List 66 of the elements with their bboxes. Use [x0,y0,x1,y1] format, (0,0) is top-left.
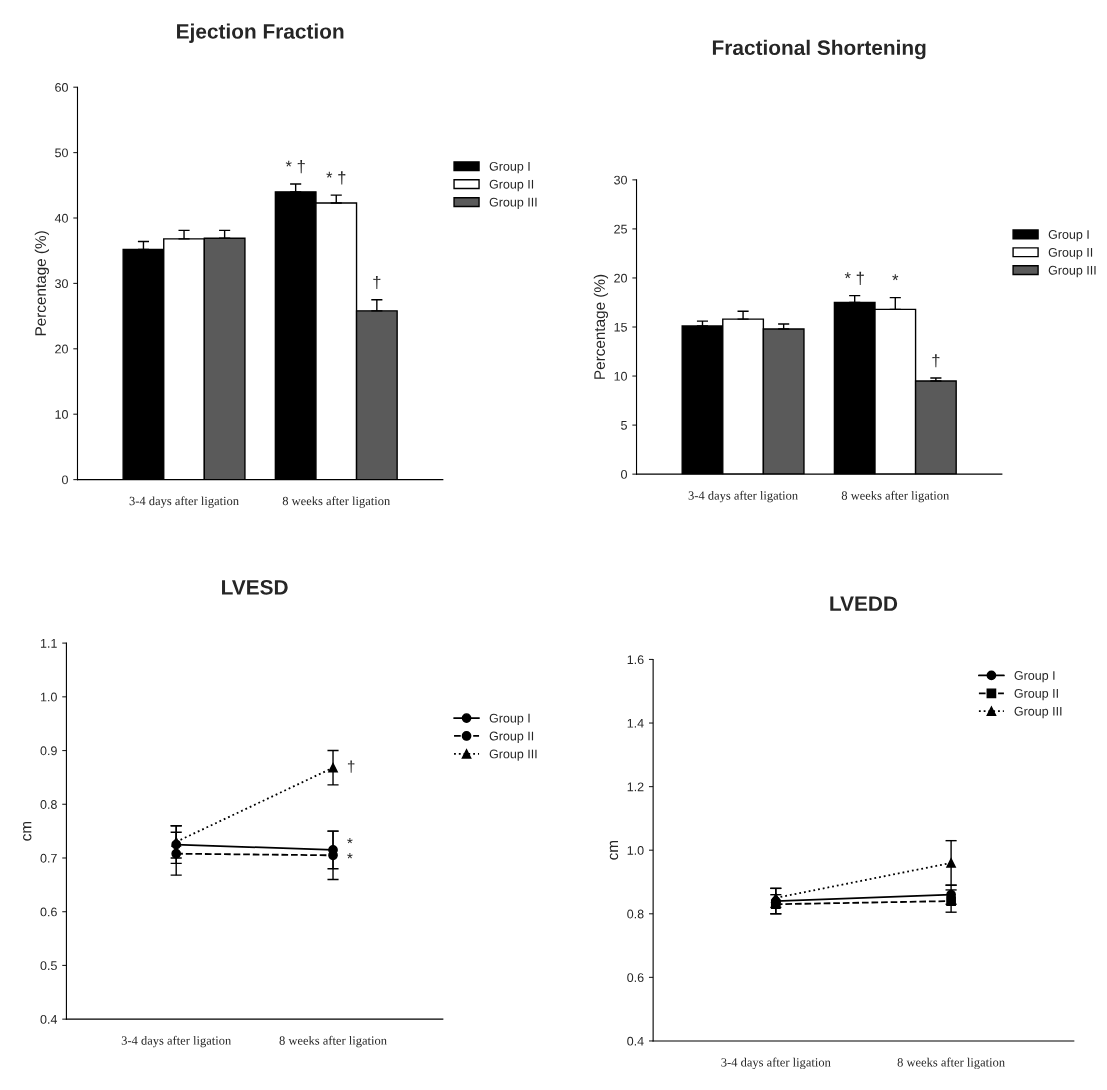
legend-label: Group I [489,713,530,726]
x-tick-label: 8 weeks after ligation [282,496,391,508]
y-tick-label: 0.8 [627,909,644,919]
y-tick-label: 0.9 [40,746,57,756]
legend-label: Group II [489,179,534,192]
y-axis-title: Percentage (%) [593,274,609,379]
y-tick-label: 20 [55,344,68,354]
y-tick-label: 0.6 [40,907,57,917]
y-tick-label: 1.0 [627,846,644,855]
legend-label: Group II [1014,688,1058,701]
annotation: † [932,354,940,368]
legend-label: Group III [489,197,537,210]
y-tick-label: 25 [614,224,627,234]
y-axis-title: cm [23,821,32,841]
y-tick-label: 0.4 [40,1014,58,1024]
y-tick-label: 1.4 [627,718,644,728]
legend-label: Group III [489,749,537,761]
legend-label: Group I [1014,671,1055,683]
y-tick-label: 0.5 [40,961,57,971]
x-tick-label: 8 weeks after ligation [897,1057,1005,1070]
y-tick-label: 15 [614,322,627,332]
y-tick-label: 0.4 [627,1036,644,1046]
x-tick-label: 3-4 days after ligation [121,1035,232,1048]
x-tick-label: 3-4 days after ligation [688,490,798,503]
y-axis-title: Percentage (%) [34,231,49,336]
y-tick-label: 0.8 [40,800,57,809]
annotation: * [347,838,353,844]
legend-label: Group III [1014,706,1062,719]
x-tick-label: 8 weeks after ligation [841,490,950,503]
legend-label: Group I [489,161,530,174]
y-tick-label: 0.6 [627,973,644,983]
y-tick-label: 10 [614,371,628,381]
y-tick-label: 1.1 [40,639,57,648]
y-tick-label: 50 [55,148,68,158]
y-tick-label: 40 [54,213,68,223]
legend-label: Group III [1048,265,1096,278]
x-tick-label: 8 weeks after ligation [279,1035,387,1048]
annotation: * [892,274,899,281]
y-tick-label: 1.6 [627,655,644,665]
annotation: † [347,760,355,773]
annotation: * [347,853,353,859]
y-tick-label: 10 [55,410,68,419]
x-tick-label: 3-4 days after ligation [721,1057,831,1070]
y-tick-label: 5 [621,421,627,430]
y-tick-label: 0 [621,469,628,479]
y-tick-label: 30 [614,175,628,185]
chart-title: LVEDD [830,596,898,611]
y-tick-label: 0 [62,475,68,485]
y-tick-label: 20 [614,273,628,283]
y-tick-label: 0.7 [40,853,57,863]
legend-label: Group I [1048,230,1089,242]
chart-title: Ejection Fraction [177,23,344,43]
x-tick-label: 3-4 days after ligation [129,496,239,508]
annotation: * † [326,171,346,185]
y-axis-title: cm [609,841,619,860]
chart-title: LVESD [222,579,288,595]
legend-label: Group II [489,731,534,743]
chart-title: Fractional Shortening [712,39,926,60]
annotation: * † [844,271,864,285]
legend-label: Group II [1048,247,1093,260]
y-tick-label: 30 [55,279,68,289]
annotation: † [373,275,381,290]
annotation: * † [285,160,305,174]
y-tick-label: 60 [55,83,68,92]
y-tick-label: 1.2 [627,782,644,792]
y-tick-label: 1.0 [40,692,57,702]
